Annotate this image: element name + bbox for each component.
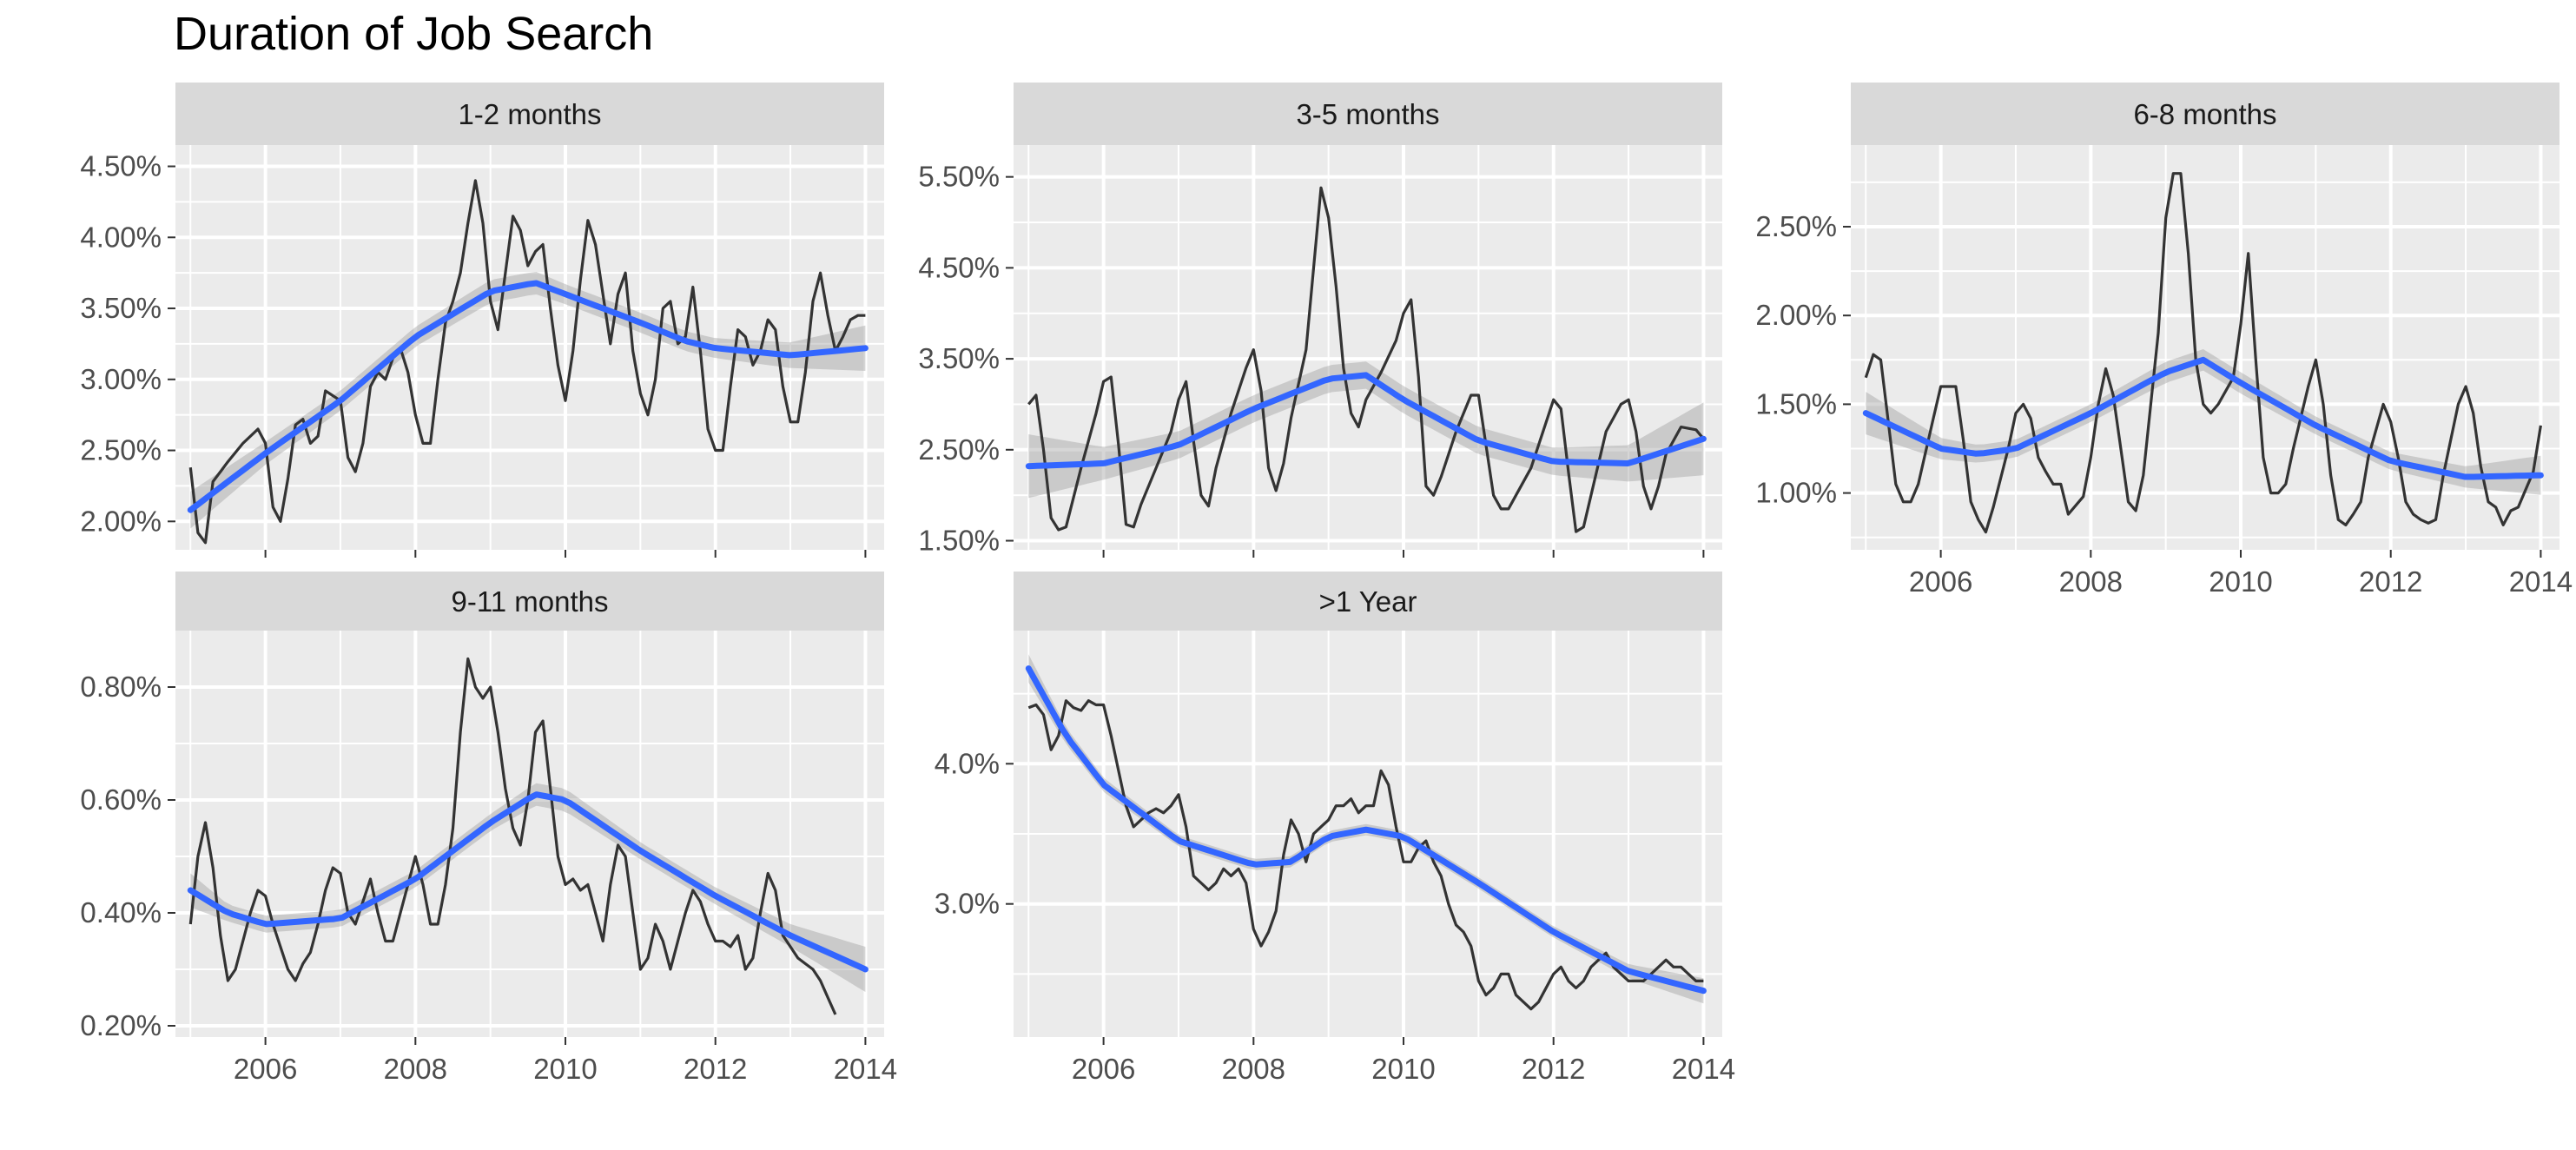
- facet-strip: [175, 572, 884, 631]
- series-line-smooth: [1025, 665, 1707, 995]
- x-axis-tick-label: 2006: [234, 1053, 297, 1085]
- y-axis-tick-label: 3.50%: [918, 342, 1000, 374]
- series-line-raw: [1864, 172, 2542, 534]
- series-line-raw: [1027, 699, 1704, 1011]
- y-axis-tick-label: 0.80%: [80, 671, 162, 703]
- confidence-band: [1028, 361, 1704, 499]
- y-axis-tick-label: 4.50%: [918, 251, 1000, 283]
- y-axis-tick-label: 0.20%: [80, 1009, 162, 1041]
- x-axis-tick-label: 2012: [1522, 1053, 1585, 1085]
- y-axis-tick-label: 1.00%: [1755, 477, 1837, 509]
- facet-strip: [1014, 572, 1722, 631]
- y-axis-tick-label: 0.40%: [80, 896, 162, 929]
- y-axis-tick-label: 2.50%: [1755, 210, 1837, 242]
- y-axis-tick-label: 4.50%: [80, 150, 162, 182]
- y-axis-tick-label: 0.60%: [80, 783, 162, 816]
- facet-strip-label: >1 Year: [1319, 585, 1417, 618]
- x-axis-tick-label: 2008: [2059, 565, 2123, 598]
- facet-strip: [1014, 83, 1722, 145]
- facet-strip: [175, 83, 884, 145]
- series-line-smooth: [1862, 356, 2544, 480]
- facet-strip-label: 3-5 months: [1296, 98, 1439, 130]
- panel-background: [1014, 145, 1722, 550]
- chart-title: Duration of Job Search: [174, 8, 654, 60]
- x-axis-tick-label: 2012: [684, 1053, 747, 1085]
- y-axis-tick-label: 1.50%: [918, 525, 1000, 557]
- x-axis-tick-label: 2006: [1909, 565, 1972, 598]
- y-axis-tick-label: 5.50%: [918, 161, 1000, 193]
- x-axis-tick-label: 2010: [533, 1053, 597, 1085]
- facet-strip-label: 6-8 months: [2133, 98, 2276, 130]
- facet-panel: 1-2 months 2.00% 2.50% 3.00% 3.50% 4.00% 4.50%: [80, 83, 884, 558]
- x-axis-tick-label: 2014: [2509, 565, 2573, 598]
- y-axis-tick-label: 2.50%: [80, 434, 162, 466]
- y-axis-tick-label: 4.0%: [935, 747, 1000, 779]
- facet-strip-label: 9-11 months: [452, 585, 609, 618]
- panel-background: [175, 145, 884, 550]
- y-axis-tick-label: 1.50%: [1755, 387, 1837, 420]
- confidence-band: [190, 272, 866, 529]
- x-axis-tick-label: 2014: [834, 1053, 897, 1085]
- facet-panel: 6-8 months 1.00% 1.50% 2.00% 2.50% 2006 2008 20…: [1755, 83, 2573, 598]
- y-axis-tick-label: 2.00%: [80, 505, 162, 537]
- x-axis-tick-label: 2010: [1371, 1053, 1435, 1085]
- y-axis-tick-label: 2.00%: [1755, 299, 1837, 331]
- x-axis-tick-label: 2006: [1072, 1053, 1135, 1085]
- confidence-band: [1866, 349, 2541, 495]
- facet-strip-label: 1-2 months: [458, 98, 601, 130]
- series-line-smooth: [1025, 372, 1707, 470]
- x-axis-tick-label: 2008: [1222, 1053, 1285, 1085]
- x-axis-tick-label: 2014: [1672, 1053, 1735, 1085]
- facet-panel: 3-5 months 1.50% 2.50% 3.50% 4.50% 5.50%: [918, 83, 1722, 558]
- x-axis-tick-label: 2010: [2209, 565, 2272, 598]
- y-axis-tick-label: 3.00%: [80, 363, 162, 395]
- facet-panel: >1 Year 3.0% 4.0% 2006 2008 2010 2012 2014: [935, 572, 1735, 1085]
- x-axis-tick-label: 2008: [384, 1053, 447, 1085]
- y-axis-tick-label: 2.50%: [918, 433, 1000, 466]
- y-axis-tick-label: 3.50%: [80, 292, 162, 324]
- panel-background: [175, 631, 884, 1037]
- series-line-raw: [188, 179, 866, 545]
- series-line-smooth: [187, 280, 869, 513]
- series-line-smooth: [187, 791, 869, 973]
- facet-strip: [1851, 83, 2559, 145]
- series-line-raw: [188, 657, 837, 1015]
- panel-background: [1851, 145, 2559, 550]
- x-axis-tick-label: 2012: [2359, 565, 2422, 598]
- series-line-raw: [1027, 186, 1705, 533]
- facet-panel: 9-11 months 0.20% 0.40% 0.60% 0.80% 2006 2008 2…: [80, 572, 897, 1085]
- y-axis-tick-label: 4.00%: [80, 221, 162, 253]
- y-axis-tick-label: 3.0%: [935, 888, 1000, 920]
